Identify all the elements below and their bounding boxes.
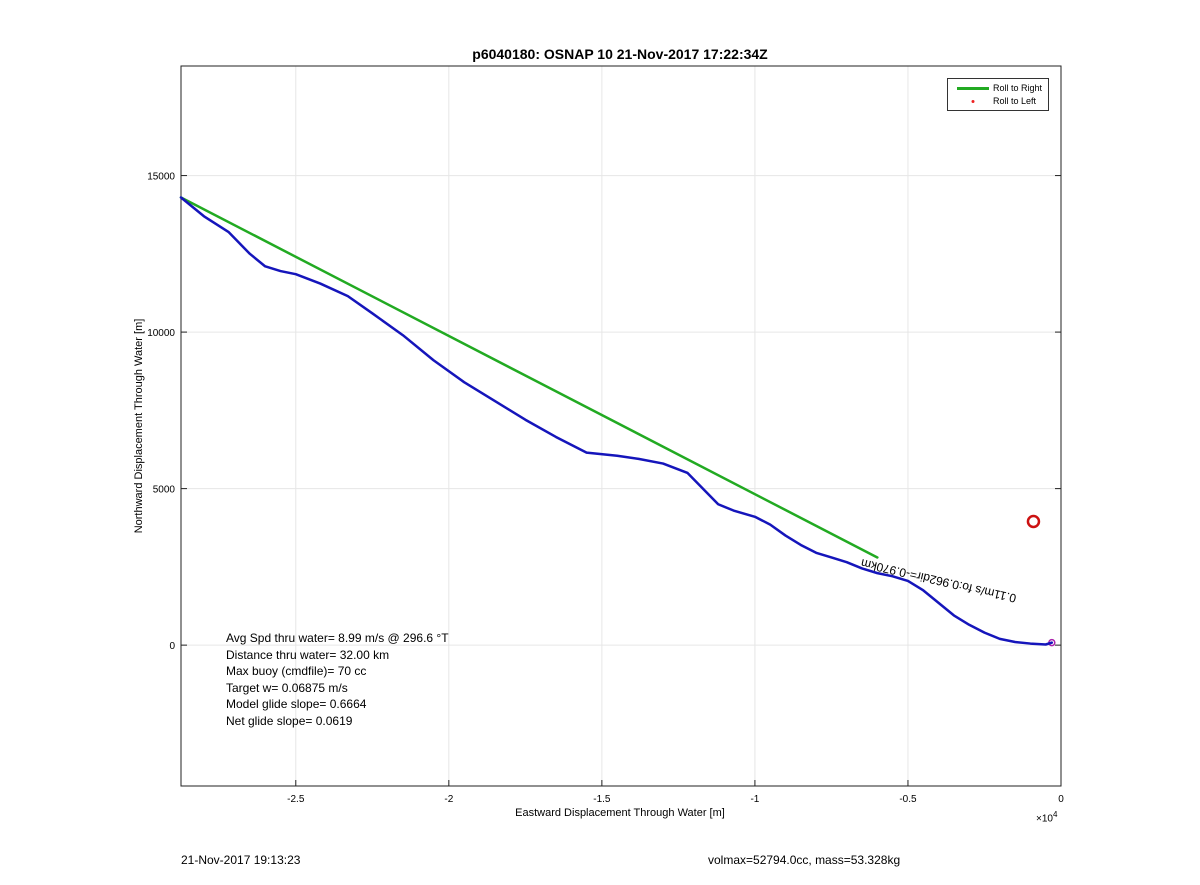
x-exponent-power: 4 bbox=[1052, 810, 1058, 819]
model-glide-text: Model glide slope= 0.6664 bbox=[226, 697, 367, 711]
x-tick-label: -1 bbox=[750, 794, 759, 805]
y-tick-label: 10000 bbox=[147, 328, 175, 339]
x-tick-label: -2.5 bbox=[287, 794, 305, 805]
target-w-text: Target w= 0.06875 m/s bbox=[226, 680, 348, 695]
distance-text: Distance thru water= 32.00 km bbox=[226, 647, 390, 662]
net-glide-text: Net glide slope= 0.0619 bbox=[226, 713, 353, 728]
x-tick-label: -0.5 bbox=[899, 794, 917, 805]
track-annotation: 0.11m/s fo:0.962dir=-0.970km bbox=[860, 556, 1018, 605]
x-tick-label: -1.5 bbox=[593, 794, 611, 805]
glider-track-line bbox=[179, 196, 1054, 646]
legend: Roll to Right Roll to Left bbox=[947, 78, 1049, 111]
legend-label: Roll to Left bbox=[993, 96, 1037, 106]
roll-right-line bbox=[179, 196, 879, 559]
legend-label: Roll to Right bbox=[993, 83, 1043, 93]
max-buoy-text: Max buoy (cmdfile)= 70 cc bbox=[226, 664, 367, 678]
tick-layer: -2.5 -2 -1.5 -1 -0.5 0 0 5000 10000 15000 bbox=[147, 172, 1064, 805]
x-tick-label: 0 bbox=[1058, 794, 1064, 805]
legend-item-roll-left: Roll to Left bbox=[948, 95, 1048, 108]
legend-line-swatch bbox=[957, 87, 989, 90]
x-axis-label: Eastward Displacement Through Water [m] bbox=[515, 807, 725, 819]
legend-dot-swatch bbox=[971, 100, 975, 103]
chart-title: p6040180: OSNAP 10 21-Nov-2017 17:22:34Z bbox=[472, 46, 768, 62]
current-position-circle bbox=[1026, 514, 1041, 529]
axes-box bbox=[180, 65, 1062, 787]
x-tick-label: -2 bbox=[444, 794, 453, 805]
y-tick-label: 0 bbox=[169, 641, 175, 652]
y-tick-label: 15000 bbox=[147, 172, 175, 183]
y-axis-label: Northward Displacement Through Water [m] bbox=[133, 318, 145, 534]
y-tick-label: 5000 bbox=[153, 485, 176, 496]
legend-item-roll-right: Roll to Right bbox=[948, 82, 1048, 95]
footer-timestamp: 21-Nov-2017 19:13:23 bbox=[181, 853, 301, 867]
footer-volmax-mass: volmax=52794.0cc, mass=53.328kg bbox=[708, 853, 901, 867]
series-layer bbox=[179, 196, 1056, 647]
avg-speed-text: Avg Spd thru water= 8.99 m/s @ 296.6 °T bbox=[226, 631, 449, 645]
x-axis-exponent: ×104 bbox=[1036, 810, 1057, 824]
stats-block: Avg Spd thru water= 8.99 m/s @ 296.6 °T … bbox=[226, 630, 449, 729]
x-exponent-base: ×10 bbox=[1036, 813, 1053, 825]
